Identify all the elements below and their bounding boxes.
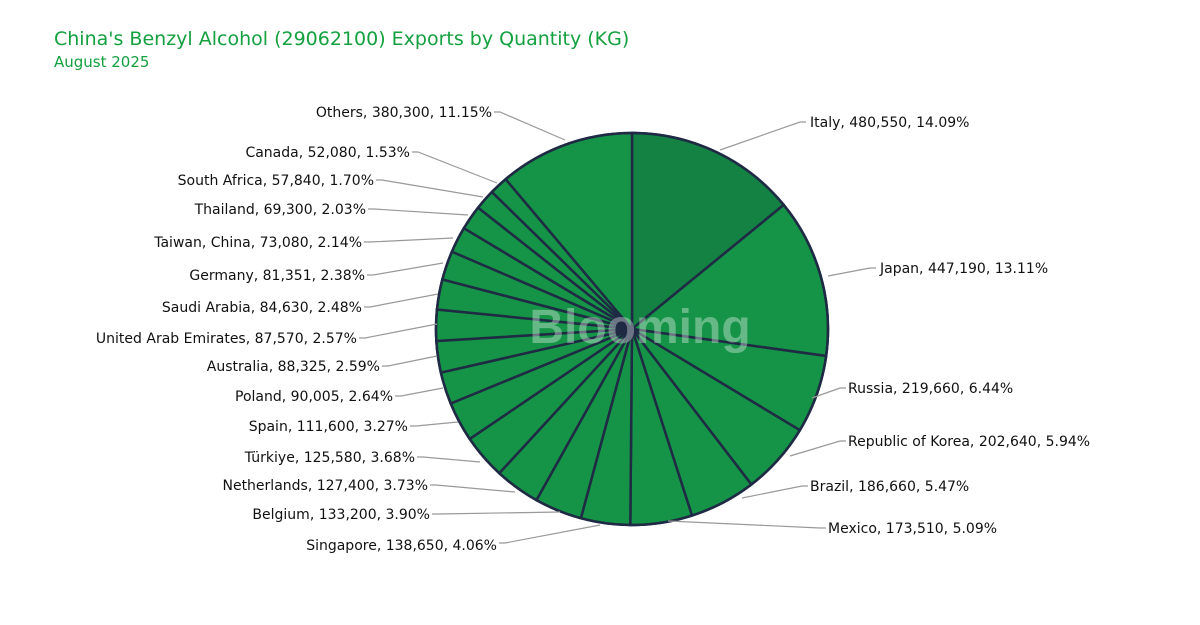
leader-line — [494, 111, 566, 141]
chart-subtitle: August 2025 — [54, 53, 150, 71]
data-label: Others, 380,300, 11.15% — [316, 105, 492, 121]
data-label: Netherlands, 127,400, 3.73% — [222, 478, 428, 494]
data-label: Japan, 447,190, 13.11% — [879, 261, 1048, 277]
leader-line — [412, 151, 498, 184]
data-label: Italy, 480,550, 14.09% — [810, 115, 969, 131]
data-label: Thailand, 69,300, 2.03% — [194, 202, 366, 218]
leader-line — [368, 208, 469, 216]
data-label: Canada, 52,080, 1.53% — [245, 145, 410, 161]
data-label: Belgium, 133,200, 3.90% — [252, 507, 430, 523]
leader-line — [432, 511, 561, 515]
watermark: Blooming — [529, 301, 750, 354]
data-label: United Arab Emirates, 87,570, 2.57% — [96, 331, 357, 347]
data-label: Mexico, 173,510, 5.09% — [828, 521, 997, 537]
leader-line — [367, 262, 444, 276]
leader-line — [789, 440, 846, 457]
leader-line — [417, 456, 481, 463]
data-label: Saudi Arabia, 84,630, 2.48% — [162, 300, 362, 316]
leader-line — [499, 524, 601, 544]
leader-line — [364, 237, 454, 243]
chart-title: China's Benzyl Alcohol (29062100) Export… — [54, 28, 630, 50]
data-label: South Africa, 57,840, 1.70% — [178, 173, 374, 189]
leader-line — [376, 179, 484, 198]
leader-line — [719, 121, 806, 151]
leader-line — [741, 485, 808, 499]
leader-line — [364, 293, 439, 308]
data-label: Russia, 219,660, 6.44% — [848, 381, 1013, 397]
data-label: Singapore, 138,650, 4.06% — [306, 538, 497, 554]
leader-line — [359, 323, 438, 339]
data-label: Türkiye, 125,580, 3.68% — [244, 450, 415, 466]
pie-slices — [434, 131, 830, 527]
data-label: Australia, 88,325, 2.59% — [207, 359, 380, 375]
data-label: Poland, 90,005, 2.64% — [235, 389, 393, 405]
data-label: Republic of Korea, 202,640, 5.94% — [848, 434, 1090, 450]
leader-line — [811, 387, 846, 399]
leader-line — [827, 267, 876, 277]
data-label: Brazil, 186,660, 5.47% — [810, 479, 969, 495]
leader-line — [410, 421, 459, 427]
leader-line — [667, 520, 826, 529]
data-label: Spain, 111,600, 3.27% — [249, 419, 408, 435]
leader-lines — [359, 111, 876, 544]
data-label: Germany, 81,351, 2.38% — [189, 268, 365, 284]
leader-line — [395, 387, 444, 397]
pie-outline — [434, 131, 830, 527]
leader-line — [382, 355, 438, 367]
data-label: Taiwan, China, 73,080, 2.14% — [153, 235, 362, 251]
leader-line — [430, 484, 516, 493]
data-labels: Italy, 480,550, 14.09% Japan, 447,190, 13… — [96, 105, 1090, 554]
